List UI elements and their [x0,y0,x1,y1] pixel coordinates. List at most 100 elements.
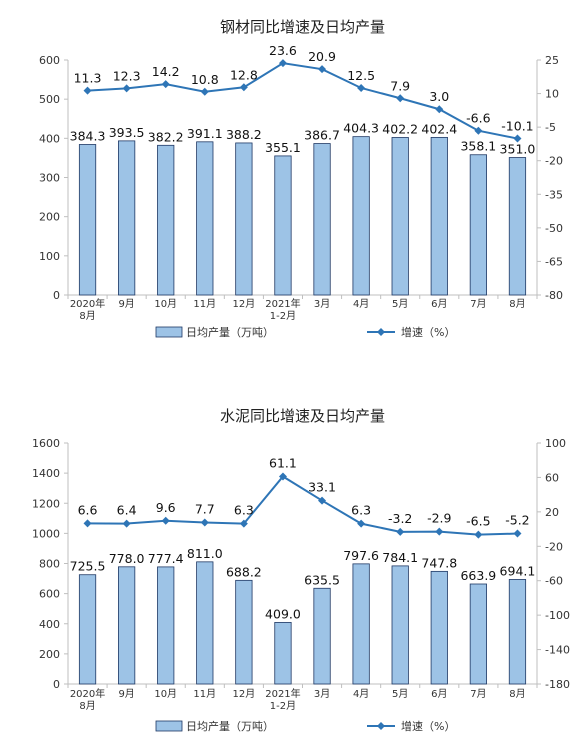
x-tick-label: 5月 [392,688,408,700]
line-data-label: 3.0 [429,89,449,104]
bar-data-label: 777.4 [148,551,184,566]
bar [157,566,175,685]
bar [391,137,409,296]
left-tick-label: 1200 [32,497,60,510]
bar-data-label: 386.7 [304,128,340,143]
left-tick-label: 600 [39,54,60,67]
x-tick-label: 9月 [118,688,134,700]
line-point-marker [474,530,483,539]
right-tick-label: -20 [545,540,563,553]
left-tick-label: 300 [39,172,60,185]
line-point-marker [122,84,131,93]
x-tick-label: 10月 [154,688,177,700]
bar-data-label: 663.9 [460,568,496,583]
right-tick-label: 25 [545,54,559,67]
bar-data-label: 404.3 [343,121,379,136]
legend-bar-swatch [155,720,183,732]
bar-data-label: 402.2 [382,121,418,136]
chart-title: 钢材同比增速及日均产量 [220,18,385,36]
x-tick-label: 8月 [509,298,525,310]
x-tick-label: 2020年 8月 [70,297,105,322]
left-tick-label: 0 [53,678,60,691]
bar [469,154,487,296]
line-point-marker [239,83,248,92]
legend-line-label: 增速（%） [401,325,455,339]
line-data-label: 6.3 [351,503,371,518]
bar [313,587,331,685]
bar-data-label: 402.4 [421,121,457,136]
right-tick-label: 100 [545,437,566,450]
x-tick-label: 9月 [118,298,134,310]
bar [235,142,253,296]
line-data-label: -6.5 [466,514,490,529]
bar [352,136,370,296]
line-data-label: 11.3 [74,71,102,86]
right-tick-label: -20 [545,155,563,168]
bar [274,155,292,296]
right-tick-label: -100 [545,609,570,622]
bar-data-label: 355.1 [265,140,301,155]
line-point-marker [435,527,444,536]
bar-data-label: 725.5 [70,559,106,574]
line-point-marker [513,134,522,143]
x-tick-label: 3月 [314,298,330,310]
legend-bar-swatch [155,326,183,338]
line-data-label: 10.8 [191,72,219,87]
x-tick-label: 7月 [470,688,486,700]
legend-bar-label: 日均产量（万吨） [186,325,274,339]
x-tick-label: 11月 [193,688,216,700]
bar-data-label: 384.3 [70,128,106,143]
legend-bar-label: 日均产量（万吨） [186,719,274,733]
x-tick-label: 7月 [470,298,486,310]
bar [352,563,370,685]
x-tick-label: 4月 [353,298,369,310]
bar-data-label: 811.0 [187,546,223,561]
bar [391,565,409,685]
line-data-label: 61.1 [269,455,297,470]
x-tick-label: 2021年 1-2月 [265,687,300,712]
left-tick-label: 400 [39,132,60,145]
bar-data-label: 797.6 [343,548,379,563]
line-point-marker [83,519,92,528]
line-data-label: 12.5 [347,68,375,83]
x-tick-label: 12月 [233,298,256,310]
x-tick-label: 6月 [431,298,447,310]
x-tick-label: 3月 [314,688,330,700]
line-data-label: 9.6 [156,500,176,515]
line-point-marker [200,87,209,96]
bar [196,561,214,685]
right-tick-label: 20 [545,506,559,519]
right-tick-label: -80 [545,289,563,302]
line-data-label: -2.9 [427,511,451,526]
bar [235,579,253,685]
chart-title: 水泥同比增速及日均产量 [220,407,385,425]
bar [196,141,214,296]
bar-data-label: 388.2 [226,127,262,142]
right-tick-label: -60 [545,575,563,588]
line-data-label: -5.2 [505,513,529,528]
bar [118,140,136,296]
legend: 日均产量（万吨） 增速（%） [155,325,455,339]
bar [157,144,175,296]
bar [430,570,448,685]
bar [274,621,292,685]
line-point-marker [474,126,483,135]
bar [508,157,527,296]
bar [469,583,487,685]
line-data-label: 7.9 [390,78,410,93]
x-tick-label: 12月 [233,688,256,700]
bar-data-label: 382.2 [148,129,184,144]
left-tick-label: 600 [39,588,60,601]
x-tick-label: 2021年 1-2月 [265,297,300,322]
right-tick-label: 60 [545,471,559,484]
left-tick-label: 800 [39,558,60,571]
right-tick-label: -180 [545,678,570,691]
line-point-marker [278,472,287,481]
bar-data-label: 358.1 [460,139,496,154]
bar-data-label: 747.8 [421,555,457,570]
line-data-label: 23.6 [269,43,297,58]
bar [430,136,448,296]
growth-line [87,475,518,536]
line-point-marker [513,529,522,538]
